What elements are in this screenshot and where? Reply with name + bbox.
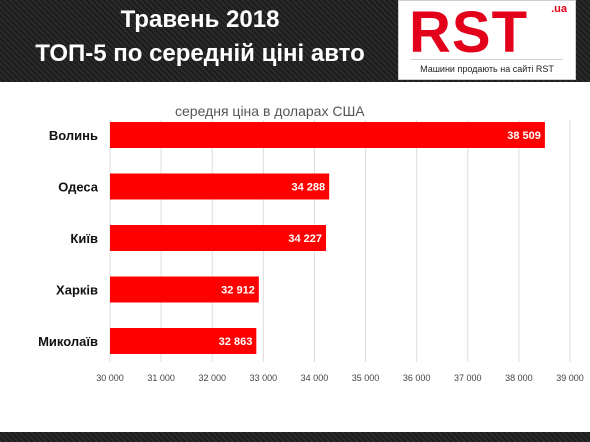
x-tick-label: 37 000 [454,373,482,383]
bar [110,225,327,251]
x-tick-label: 34 000 [301,373,329,383]
bar [110,122,545,148]
x-tick-label: 36 000 [403,373,431,383]
header-banner: Травень 2018 ТОП-5 по середній ціні авто… [0,0,590,82]
category-label: Київ [70,231,98,246]
category-label: Одеса [58,180,98,195]
data-label: 34 227 [288,233,322,245]
x-tick-label: 35 000 [352,373,380,383]
logo-name: RST [409,0,528,65]
x-tick-label: 33 000 [250,373,278,383]
rst-logo[interactable]: RST .ua Машини продають на сайті RST [398,0,576,80]
logo-suffix: .ua [551,3,567,15]
category-label: Миколаїв [38,334,98,349]
x-tick-label: 39 000 [556,373,584,383]
page-title: Травень 2018 [120,6,280,33]
category-label: Волинь [49,128,98,143]
x-tick-label: 38 000 [505,373,533,383]
chart-subtitle: середня ціна в доларах США [175,103,365,119]
bar [110,276,259,303]
x-tick-label: 31 000 [147,373,175,383]
data-label: 34 288 [292,182,326,194]
footer-stripe [0,432,590,442]
bar [110,173,330,200]
page-subtitle: ТОП-5 по середній ціні авто [35,40,365,67]
logo-divider [411,59,563,60]
logo-tagline: Машини продають на сайті RST [420,64,554,74]
bar [110,328,257,354]
data-label: 38 509 [507,130,541,142]
x-tick-label: 32 000 [198,373,226,383]
x-tick-label: 30 000 [96,373,124,383]
data-label: 32 912 [221,285,255,297]
data-label: 32 863 [219,336,253,348]
category-label: Харків [56,283,98,298]
